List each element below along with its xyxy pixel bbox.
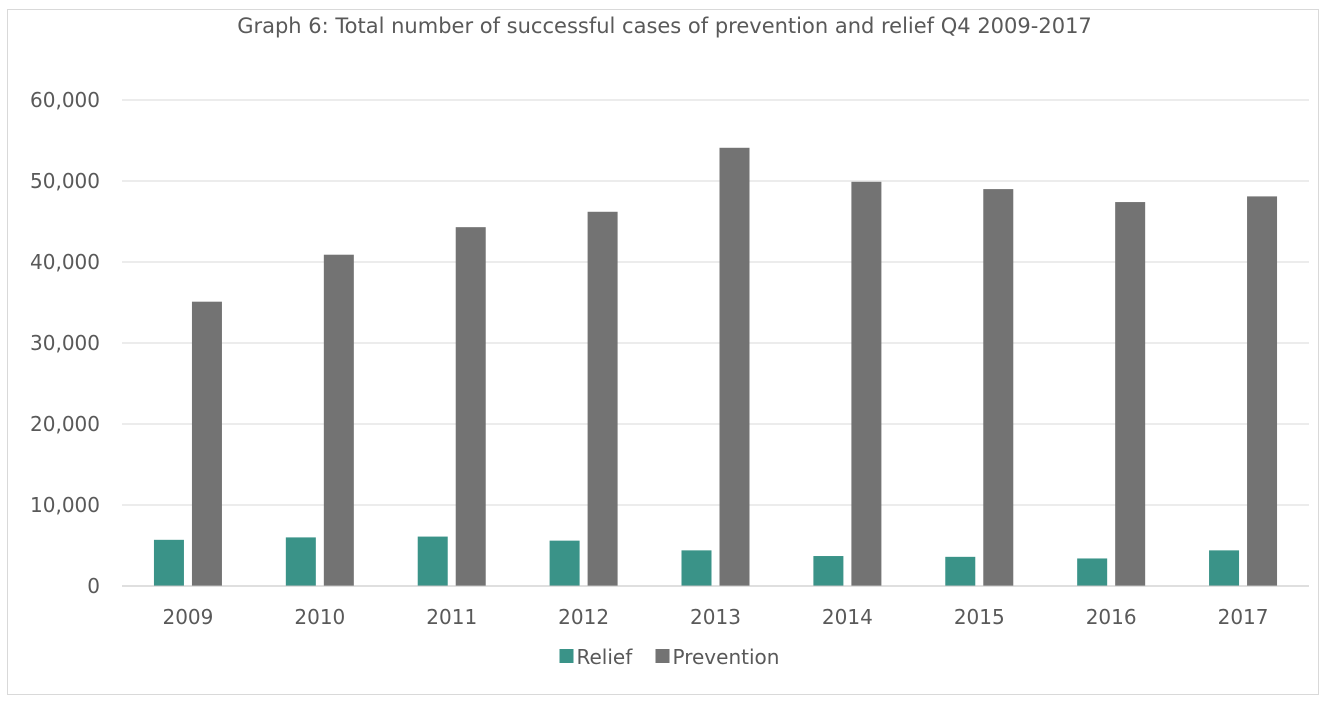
bar-prevention: [455, 227, 486, 587]
bar-relief: [945, 556, 976, 586]
x-tick-label: 2013: [690, 605, 741, 629]
y-tick-label: 40,000: [30, 250, 100, 274]
x-tick-label: 2017: [1218, 605, 1269, 629]
x-tick-label: 2015: [954, 605, 1005, 629]
bar-prevention: [191, 301, 222, 586]
bar-prevention: [1247, 196, 1278, 586]
bar-relief: [681, 550, 712, 586]
bar-prevention: [719, 147, 750, 587]
bar-relief: [1209, 550, 1240, 586]
x-tick-label: 2010: [294, 605, 345, 629]
bar-prevention: [1115, 202, 1146, 586]
legend-label-prevention: Prevention: [673, 645, 780, 669]
bar-prevention: [851, 181, 882, 586]
chart-title: Graph 6: Total number of successful case…: [237, 14, 1092, 38]
bar-relief: [1077, 558, 1108, 586]
y-tick-label: 50,000: [30, 169, 100, 193]
x-tick-label: 2014: [822, 605, 873, 629]
bar-relief: [417, 536, 448, 586]
x-tick-label: 2011: [426, 605, 477, 629]
bar-relief: [549, 540, 580, 586]
chart-frame: [7, 9, 1319, 695]
x-tick-label: 2012: [558, 605, 609, 629]
bar-relief: [285, 537, 316, 586]
bar-relief: [153, 539, 184, 586]
bar-prevention: [587, 211, 618, 586]
y-tick-label: 0: [87, 574, 100, 598]
y-tick-label: 30,000: [30, 331, 100, 355]
legend-swatch-prevention: [655, 649, 670, 663]
bar-prevention: [323, 254, 354, 586]
bar-relief: [813, 556, 844, 586]
x-tick-label: 2016: [1086, 605, 1137, 629]
x-tick-label: 2009: [162, 605, 213, 629]
y-tick-label: 10,000: [30, 493, 100, 517]
y-tick-label: 60,000: [30, 88, 100, 112]
bar-prevention: [983, 189, 1014, 586]
y-tick-label: 20,000: [30, 412, 100, 436]
legend-label-relief: Relief: [577, 645, 634, 669]
legend-swatch-relief: [559, 649, 574, 663]
